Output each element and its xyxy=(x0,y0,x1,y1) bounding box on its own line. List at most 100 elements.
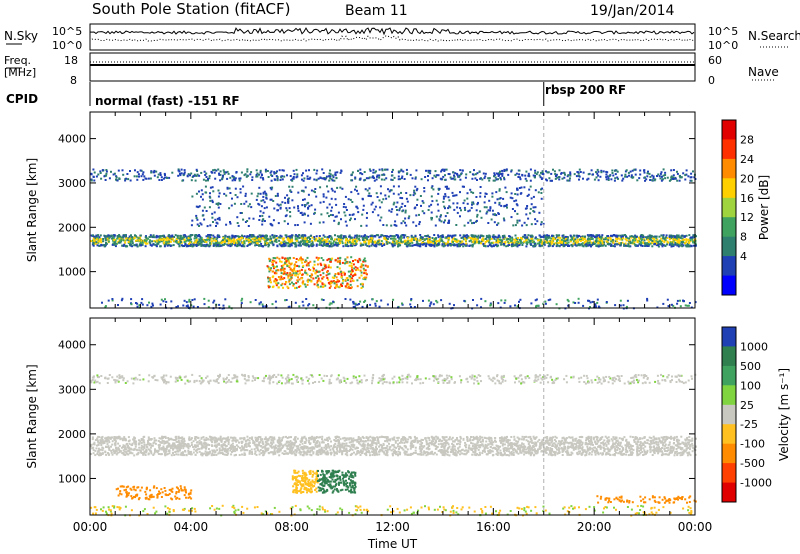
power-echo xyxy=(252,234,255,237)
power-echo xyxy=(599,242,602,245)
power-echo xyxy=(163,245,166,248)
power-echo-sparse xyxy=(530,223,533,226)
power-echo xyxy=(175,240,178,242)
power-echo-sparse xyxy=(467,210,470,213)
power-echo xyxy=(116,235,119,237)
power-echo xyxy=(638,238,641,241)
power-echo-sparse xyxy=(530,203,533,206)
power-echo xyxy=(631,239,634,242)
power-echo-sparse xyxy=(190,224,193,227)
power-echo-far xyxy=(93,179,96,182)
power-echo xyxy=(474,235,477,238)
power-echo-strong xyxy=(267,266,270,269)
power-echo xyxy=(578,244,581,247)
power-echo-sparse xyxy=(314,188,317,190)
power-echo-strong xyxy=(319,262,322,265)
power-echo-far xyxy=(259,176,262,179)
power-echo-far xyxy=(255,169,258,172)
power-echo xyxy=(311,243,313,246)
power-echo-far xyxy=(482,172,485,175)
power-echo xyxy=(557,241,560,244)
power-echo xyxy=(626,237,629,239)
power-echo-sparse xyxy=(349,219,351,222)
power-echo-sparse xyxy=(430,218,433,221)
power-echo-near xyxy=(646,299,649,302)
power-echo-sparse xyxy=(307,214,310,217)
power-echo-strong xyxy=(338,280,341,283)
power-echo-sparse xyxy=(529,207,532,210)
power-echo xyxy=(294,235,297,238)
power-echo-sparse xyxy=(288,185,291,188)
power-echo-far xyxy=(227,172,230,175)
power-echo xyxy=(619,238,622,241)
power-echo xyxy=(378,241,381,244)
power-echo xyxy=(167,239,170,242)
power-echo-strong xyxy=(333,277,335,279)
power-echo-sparse xyxy=(495,191,498,194)
power-echo-near xyxy=(448,302,451,305)
power-echo xyxy=(612,241,615,244)
power-echo xyxy=(228,237,231,240)
power-echo xyxy=(130,234,132,237)
power-echo xyxy=(355,237,358,240)
power-echo-far xyxy=(381,173,384,176)
power-echo xyxy=(369,235,372,238)
power-echo xyxy=(121,244,124,247)
power-echo xyxy=(646,242,649,245)
power-echo-far xyxy=(92,168,95,171)
power-echo-sparse xyxy=(287,198,289,201)
power-echo-strong xyxy=(330,282,333,285)
power-echo-far xyxy=(293,173,296,176)
power-echo xyxy=(153,236,156,239)
power-echo xyxy=(198,234,201,236)
power-echo-strong xyxy=(291,270,294,273)
power-echo xyxy=(564,235,567,238)
power-echo-far xyxy=(536,171,539,174)
power-echo xyxy=(468,240,471,243)
power-echo xyxy=(569,240,572,243)
power-echo xyxy=(119,236,122,239)
velocity-echo xyxy=(163,450,166,453)
power-echo xyxy=(215,239,218,242)
power-echo xyxy=(261,235,264,238)
power-echo-far xyxy=(661,178,664,181)
power-echo-sparse xyxy=(270,223,273,226)
power-echo xyxy=(655,237,658,240)
power-echo xyxy=(443,242,446,245)
power-echo-far xyxy=(608,175,611,177)
power-echo xyxy=(615,243,618,246)
power-echo-far xyxy=(643,169,646,172)
power-echo-far xyxy=(639,173,642,176)
power-echo-near xyxy=(530,302,533,305)
power-echo xyxy=(209,236,212,239)
power-echo-sparse xyxy=(492,213,495,216)
power-echo xyxy=(654,241,657,244)
power-echo xyxy=(171,234,174,237)
power-echo xyxy=(563,237,565,240)
power-echo-sparse xyxy=(326,185,328,188)
power-echo-strong xyxy=(295,286,298,289)
power-echo-strong xyxy=(273,280,276,283)
power-echo-near xyxy=(330,302,333,305)
power-echo xyxy=(419,234,422,236)
power-echo-sparse xyxy=(198,190,200,193)
power-echo xyxy=(668,235,671,238)
power-echo-sparse xyxy=(236,222,239,224)
power-echo-strong xyxy=(268,277,271,280)
power-echo-near xyxy=(596,301,599,304)
power-echo-far xyxy=(606,175,609,178)
power-echo-far xyxy=(471,173,474,176)
power-echo xyxy=(328,242,331,245)
power-echo xyxy=(499,236,502,239)
power-echo-far xyxy=(266,170,269,172)
power-echo-far xyxy=(291,179,294,182)
power-echo xyxy=(469,239,472,242)
power-echo xyxy=(108,237,111,240)
power-echo-strong xyxy=(350,256,353,259)
power-echo-sparse xyxy=(534,218,537,221)
power-echo-far xyxy=(203,170,206,173)
power-echo-sparse xyxy=(270,198,273,201)
power-echo-sparse xyxy=(476,215,479,218)
power-echo-strong xyxy=(337,280,339,283)
power-echo-near xyxy=(430,301,433,304)
